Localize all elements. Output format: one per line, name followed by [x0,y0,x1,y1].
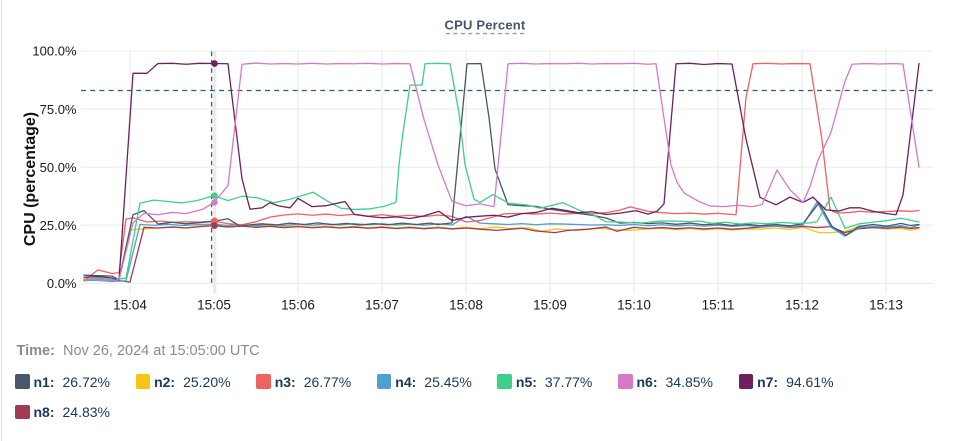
svg-text:25.0%: 25.0% [40,218,77,233]
svg-text:15:13: 15:13 [869,298,903,313]
svg-text:50.0%: 50.0% [40,160,77,175]
svg-text:15:07: 15:07 [365,298,399,313]
svg-text:15:05: 15:05 [197,298,231,313]
svg-text:CPU (percentage): CPU (percentage) [22,112,39,246]
svg-text:15:06: 15:06 [281,298,315,313]
svg-text:15:10: 15:10 [617,298,651,313]
svg-text:15:12: 15:12 [785,298,819,313]
svg-text:100.0%: 100.0% [32,44,77,59]
svg-text:75.0%: 75.0% [40,102,77,117]
svg-text:15:09: 15:09 [533,298,567,313]
svg-text:CPU Percent: CPU Percent [445,18,526,33]
svg-text:15:04: 15:04 [113,298,147,313]
svg-text:0.0%: 0.0% [47,276,77,291]
svg-text:15:08: 15:08 [449,298,483,313]
svg-text:15:11: 15:11 [702,298,735,313]
